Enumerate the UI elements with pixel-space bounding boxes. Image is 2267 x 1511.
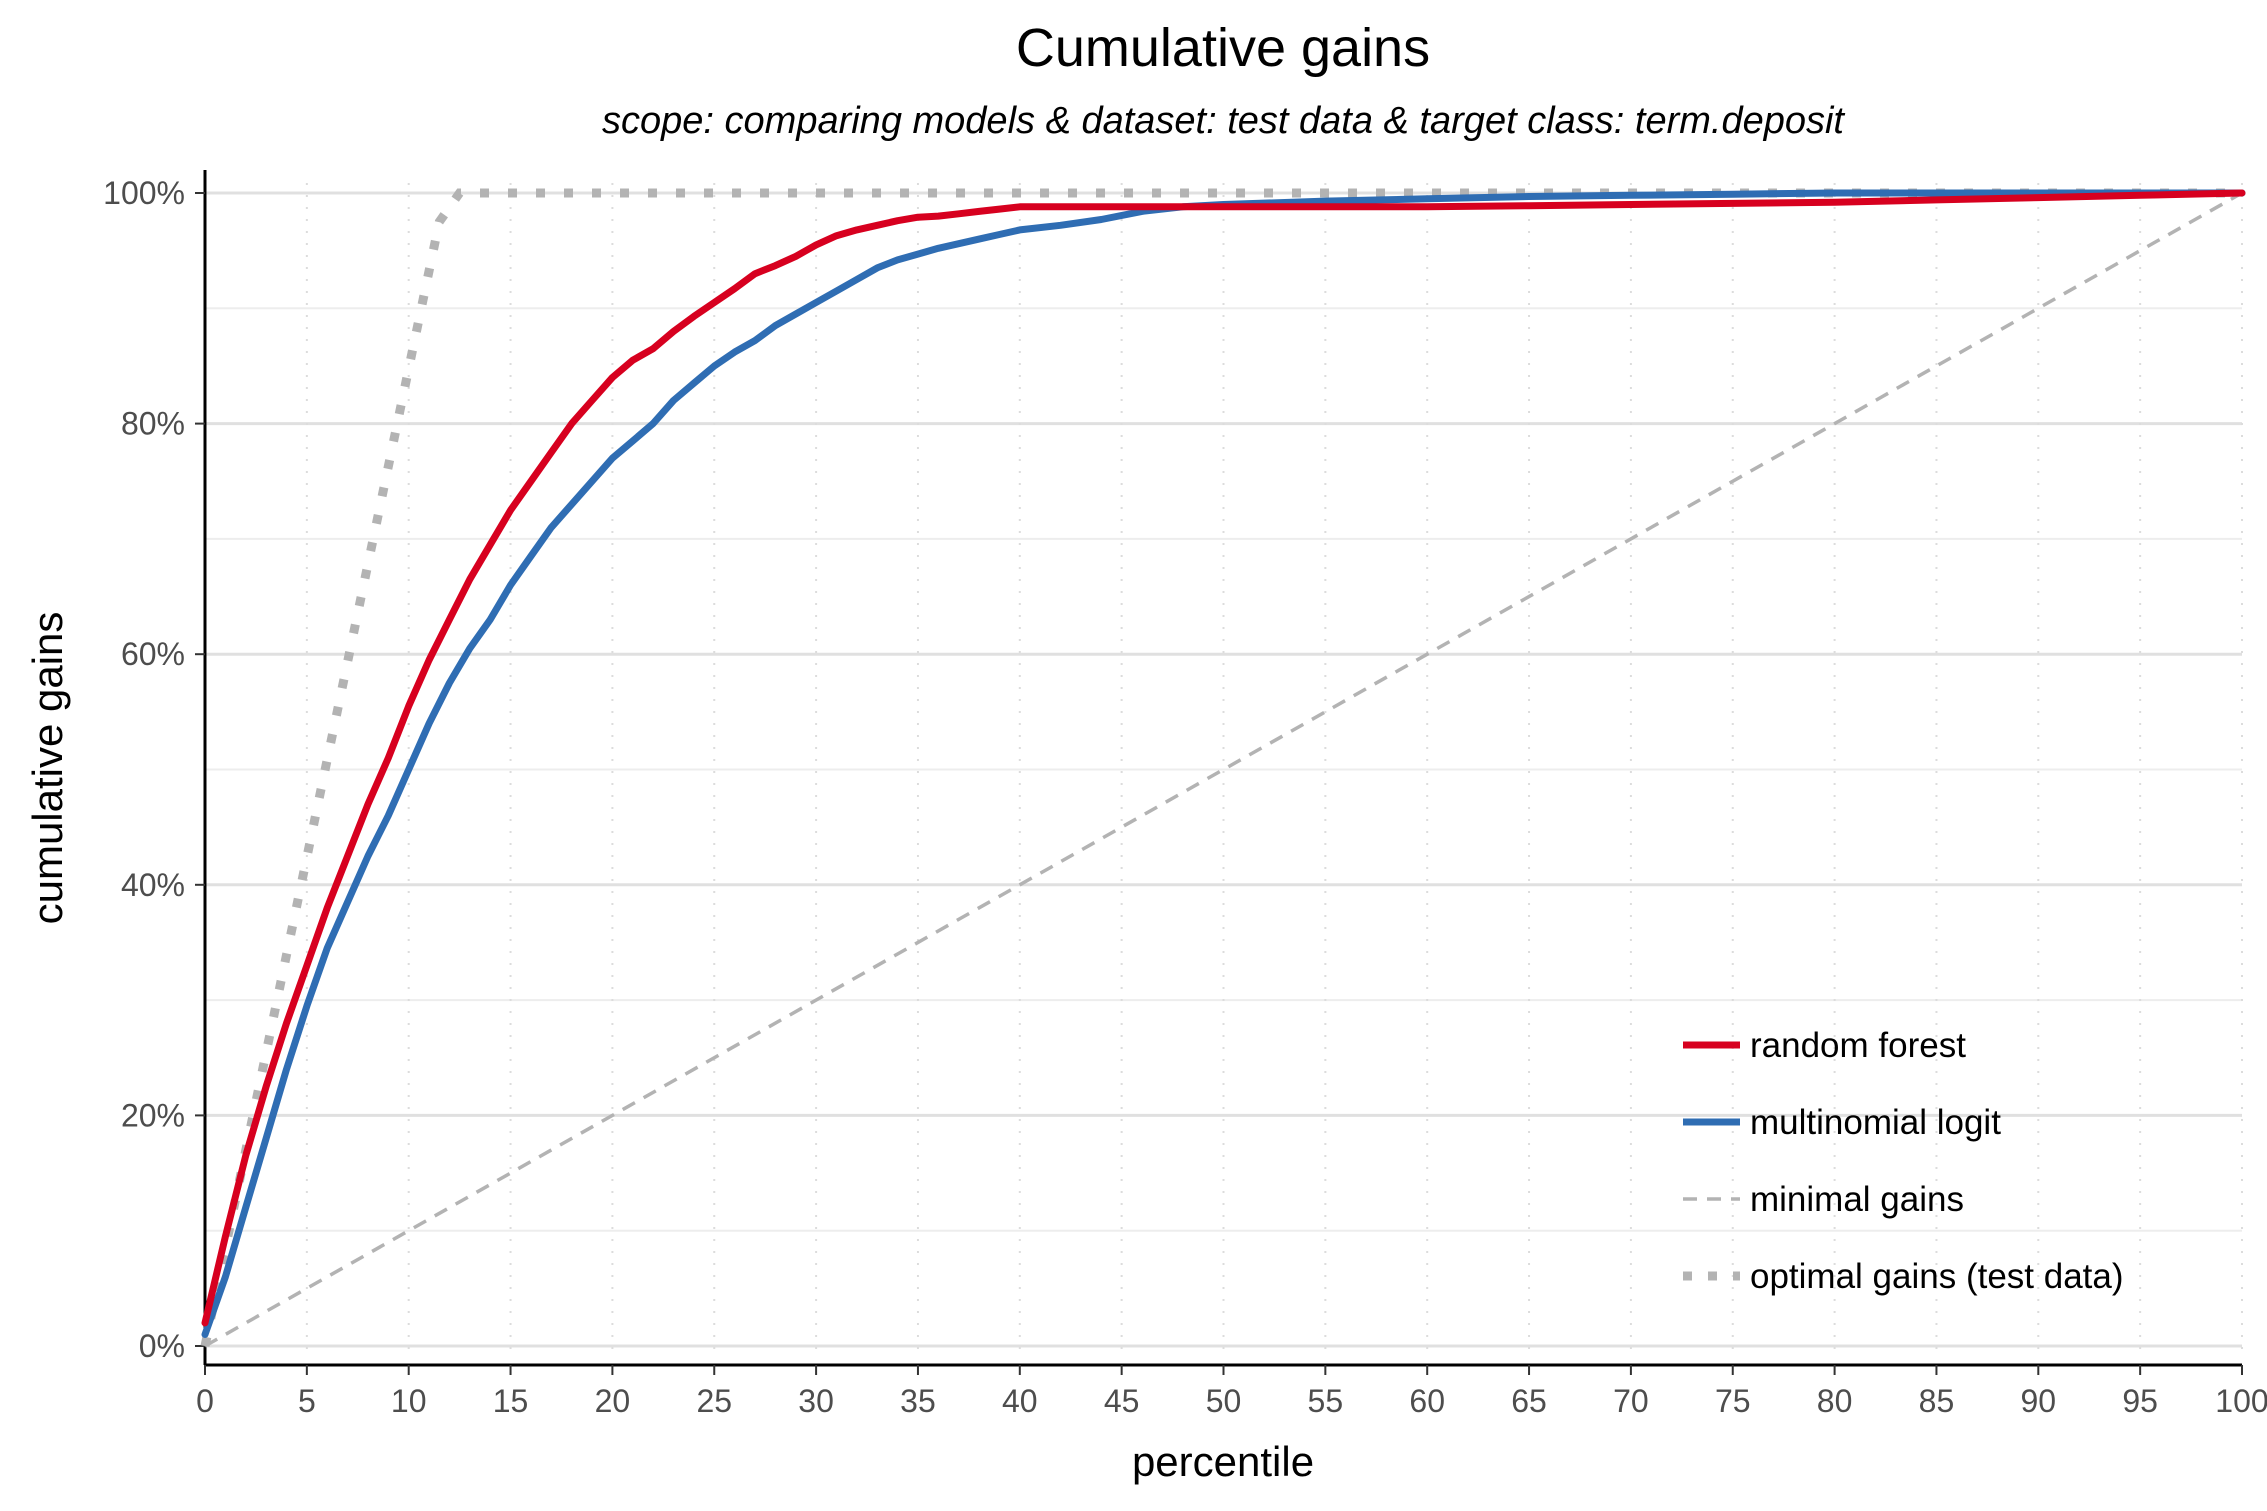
chart-subtitle: scope: comparing models & dataset: test …	[602, 100, 1845, 142]
series-line-random-forest	[201, 189, 2246, 1327]
x-tick-label: 20	[595, 1383, 631, 1419]
x-tick-label: 10	[391, 1383, 427, 1419]
y-axis-ticks: 0% 20% 40% 60% 80% 100%	[103, 175, 205, 1364]
y-tick-label: 80%	[121, 406, 185, 442]
x-tick-label: 80	[1817, 1383, 1853, 1419]
x-tick-label: 55	[1308, 1383, 1344, 1419]
y-tick-label: 40%	[121, 867, 185, 903]
x-tick-label: 60	[1409, 1383, 1445, 1419]
x-tick-label: 95	[2122, 1383, 2158, 1419]
x-tick-label: 35	[900, 1383, 936, 1419]
legend-label: random forest	[1750, 1026, 1966, 1065]
x-tick-label: 90	[2021, 1383, 2057, 1419]
x-tick-label: 25	[696, 1383, 732, 1419]
x-axis-ticks: 0 5 10 15 20 25 30 35 40 45 50 55 60 65 70 75 80 85 90 95 10…	[196, 1365, 2267, 1419]
x-tick-label: 15	[493, 1383, 529, 1419]
x-tick-label: 85	[1919, 1383, 1955, 1419]
legend: random forest multinomial logit minimal ga…	[1683, 1026, 2124, 1296]
y-tick-label: 0%	[139, 1328, 185, 1364]
x-tick-label: 75	[1715, 1383, 1751, 1419]
series-line-multinomial-logit	[201, 189, 2246, 1338]
x-axis-label: percentile	[1132, 1438, 1314, 1485]
y-tick-label: 60%	[121, 636, 185, 672]
y-tick-label: 20%	[121, 1097, 185, 1133]
y-axis-label: cumulative gains	[24, 612, 71, 925]
x-tick-label: 40	[1002, 1383, 1038, 1419]
x-tick-label: 5	[298, 1383, 316, 1419]
x-tick-label: 65	[1511, 1383, 1547, 1419]
x-tick-label: 50	[1206, 1383, 1242, 1419]
series-line-optimal-gains-test-data	[200, 188, 2242, 1347]
legend-label: optimal gains (test data)	[1750, 1257, 2124, 1296]
series-line-minimal-gains	[204, 191, 2243, 1348]
legend-label: minimal gains	[1750, 1180, 1964, 1219]
legend-label: multinomial logit	[1750, 1103, 2001, 1142]
x-tick-label: 30	[798, 1383, 834, 1419]
x-tick-label: 70	[1613, 1383, 1649, 1419]
x-tick-label: 0	[196, 1383, 214, 1419]
x-tick-label: 45	[1104, 1383, 1140, 1419]
x-tick-label: 100	[2215, 1383, 2267, 1419]
series-lines	[200, 188, 2246, 1348]
chart-title: Cumulative gains	[1016, 18, 1430, 78]
y-tick-label: 100%	[103, 175, 185, 211]
